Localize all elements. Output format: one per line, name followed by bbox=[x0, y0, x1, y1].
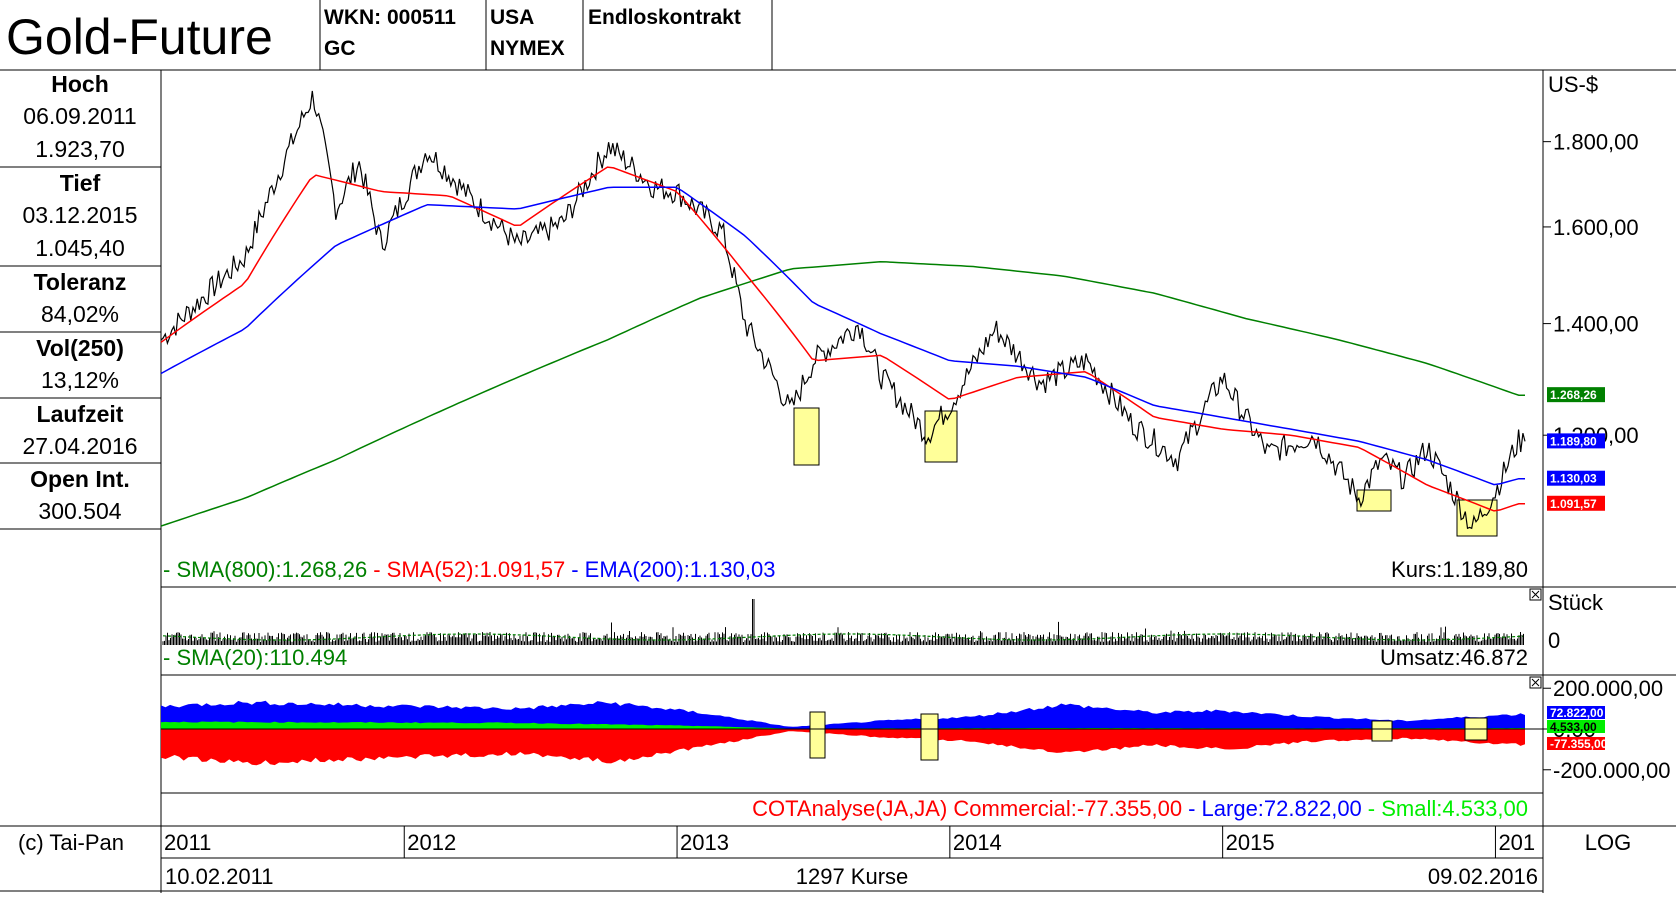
volume-sma-line bbox=[162, 633, 1524, 641]
svg-text:72.822,00: 72.822,00 bbox=[1550, 706, 1604, 720]
kurs-label: Kurs:1.189,80 bbox=[1391, 557, 1528, 582]
volume-bars bbox=[162, 599, 1524, 645]
svg-text:1.268,26: 1.268,26 bbox=[1550, 388, 1597, 402]
close-icon[interactable] bbox=[1529, 676, 1542, 689]
cot-small-area bbox=[161, 721, 1525, 729]
cot-tick-label: 200.000,00 bbox=[1553, 676, 1663, 701]
highlight-boxes bbox=[793, 407, 1498, 537]
stat-openint-label: Open Int. bbox=[30, 466, 130, 492]
time-axis: 2011 2012 2013 2014 2015 201 bbox=[160, 826, 1535, 858]
stat-laufzeit-label: Laufzeit bbox=[37, 401, 124, 427]
price-line bbox=[160, 90, 1526, 530]
volume-unit-label: Stück bbox=[1548, 590, 1604, 615]
price-panel: US-$ 1.200,001.400,001.600,001.800,00 1.… bbox=[160, 72, 1639, 582]
count-label: 1297 Kurse bbox=[796, 864, 909, 889]
year-tick-label: 2013 bbox=[680, 830, 729, 855]
svg-text:4.533,00: 4.533,00 bbox=[1550, 720, 1597, 734]
sma52-line bbox=[160, 166, 1525, 512]
sma800-line bbox=[160, 261, 1525, 527]
close-icon[interactable] bbox=[1529, 588, 1542, 601]
exchange-label: NYMEX bbox=[490, 37, 565, 60]
cot-commercial-area bbox=[161, 729, 1525, 766]
year-tick-label: 201 bbox=[1498, 830, 1535, 855]
stat-toleranz-label: Toleranz bbox=[34, 269, 127, 295]
stat-hoch-label: Hoch bbox=[51, 71, 109, 97]
volume-sma-legend: - SMA(20):110.494 bbox=[163, 645, 347, 670]
year-tick-label: 2012 bbox=[407, 830, 456, 855]
year-tick-label: 2014 bbox=[953, 830, 1002, 855]
highlight-box bbox=[793, 407, 820, 466]
ema200-line bbox=[160, 186, 1525, 486]
highlight-box bbox=[1371, 720, 1393, 742]
cot-value-tags: 72.822,004.533,00 -77.355,00 bbox=[1547, 706, 1608, 751]
cot-panel: 200.000,000,00-200.000,00 72.822,004.533… bbox=[161, 676, 1670, 821]
year-tick-label: 2015 bbox=[1226, 830, 1275, 855]
highlight-box bbox=[1356, 489, 1392, 512]
copyright-label: (c) Tai-Pan bbox=[18, 830, 124, 855]
stat-openint-value: 300.504 bbox=[38, 498, 121, 524]
sidebar: Hoch 06.09.2011 1.923,70 Tief 03.12.2015… bbox=[0, 71, 161, 530]
page-title: Gold-Future bbox=[6, 9, 273, 65]
cot-tick-label: -200.000,00 bbox=[1553, 758, 1670, 783]
cot-tag-large: 72.822,00 bbox=[1547, 706, 1605, 720]
footer: (c) Tai-Pan 2011 2012 2013 2014 2015 201 10.0… bbox=[18, 826, 1631, 889]
stat-vol-label: Vol(250) bbox=[36, 335, 124, 361]
scale-label[interactable]: LOG bbox=[1585, 830, 1631, 855]
start-date-label: 10.02.2011 bbox=[165, 864, 273, 889]
volume-zero-label: 0 bbox=[1548, 628, 1560, 653]
value-tag-sma52: 1.091,57 bbox=[1547, 495, 1605, 511]
stat-hoch-date: 06.09.2011 bbox=[23, 103, 136, 129]
stat-toleranz-value: 84,02% bbox=[41, 301, 119, 327]
stat-tief-date: 03.12.2015 bbox=[22, 202, 137, 228]
cot-large-area bbox=[161, 700, 1525, 729]
stat-hoch-value: 1.923,70 bbox=[35, 136, 125, 162]
value-tag-sma800: 1.268,26 bbox=[1547, 387, 1605, 403]
wkn-label: WKN: 000511 bbox=[324, 6, 456, 29]
symbol-label: GC bbox=[324, 37, 356, 60]
end-date-label: 09.02.2016 bbox=[1428, 864, 1538, 889]
year-tick-label: 2011 bbox=[164, 830, 211, 855]
highlight-box bbox=[809, 711, 826, 759]
price-unit-label: US-$ bbox=[1548, 72, 1598, 97]
volume-bar bbox=[162, 599, 1524, 645]
price-tick-label: 1.800,00 bbox=[1553, 130, 1639, 155]
contract-label: Endloskontrakt bbox=[588, 6, 741, 29]
cot-tag-commercial: -77.355,00 bbox=[1547, 737, 1608, 751]
stat-laufzeit-value: 27.04.2016 bbox=[22, 433, 137, 459]
volume-panel: Stück 0 - SMA(20):110.494 Umsatz:46.872 bbox=[162, 588, 1604, 670]
highlight-box bbox=[924, 410, 958, 463]
value-tag-ema200: 1.130,03 bbox=[1547, 470, 1605, 486]
umsatz-label: Umsatz:46.872 bbox=[1380, 645, 1528, 670]
stat-tief-label: Tief bbox=[60, 170, 101, 196]
price-tick-label: 1.600,00 bbox=[1553, 215, 1639, 240]
price-tick-label: 1.400,00 bbox=[1553, 312, 1639, 337]
value-tag-kurs: 1.189,80 bbox=[1547, 433, 1605, 449]
stat-vol-value: 13,12% bbox=[41, 367, 119, 393]
cot-legend: COTAnalyse(JA,JA) Commercial:-77.355,00-… bbox=[752, 796, 1528, 821]
legend-sma800: - SMA(800):1.268,26- SMA(52):1.091,57- E… bbox=[163, 557, 775, 582]
stat-tief-value: 1.045,40 bbox=[35, 235, 125, 261]
value-tags: 1.268,26 1.189,80 1.130,03 1.091,57 bbox=[1547, 387, 1605, 511]
svg-text:-77.355,00: -77.355,00 bbox=[1550, 737, 1608, 751]
country-label: USA bbox=[490, 6, 534, 29]
svg-text:1.091,57: 1.091,57 bbox=[1550, 497, 1597, 511]
highlight-box bbox=[920, 713, 939, 761]
svg-text:1.189,80: 1.189,80 bbox=[1550, 434, 1597, 448]
cot-tag-small: 4.533,00 bbox=[1547, 720, 1605, 734]
svg-text:1.130,03: 1.130,03 bbox=[1550, 472, 1597, 486]
